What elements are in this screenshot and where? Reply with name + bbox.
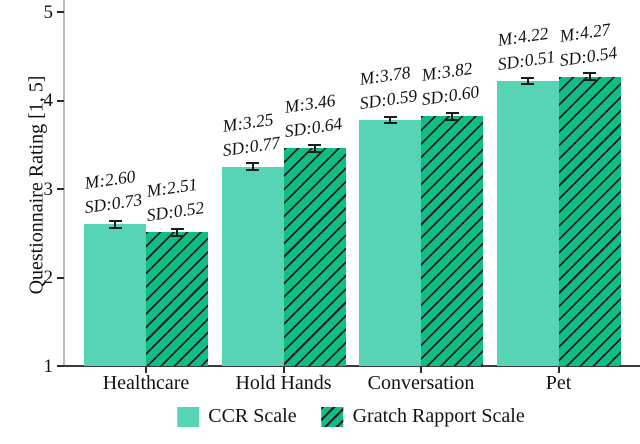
error-bar-part	[170, 234, 184, 237]
error-bar-part	[451, 112, 453, 121]
error-bar-part	[308, 150, 321, 153]
error-bar-part	[170, 227, 184, 230]
bar-ccr-scale-pet	[496, 81, 559, 366]
error-bar-part	[583, 79, 596, 82]
error-bar-ccr-scale-conversation	[383, 115, 397, 125]
value-label-gratch-rapport-scale-pet: M:4.27 SD:0.54	[554, 16, 618, 72]
legend-swatch-gratch-rapport-scale	[321, 406, 344, 427]
error-bar-part	[114, 219, 116, 229]
bar-gratch-rapport-scale-pet	[558, 76, 621, 366]
value-label-ccr-scale-healthcare: M:2.60 SD:0.73	[80, 164, 144, 220]
y-tick-label: 2	[43, 267, 54, 288]
legend: CCR Scale Gratch Rapport Scale	[177, 405, 525, 428]
error-bar-part	[108, 226, 122, 229]
error-bar-part	[246, 169, 259, 172]
bar-ccr-scale-healthcare	[84, 224, 146, 366]
error-bar-gratch-rapport-scale-conversation	[445, 112, 459, 121]
error-bar-part	[251, 162, 254, 172]
error-bar-part	[445, 112, 459, 114]
x-tick-mark	[145, 367, 147, 373]
bar-gratch-rapport-scale-healthcare	[146, 232, 208, 366]
x-tick-mark	[420, 367, 422, 373]
error-bar-ccr-scale-pet	[521, 76, 534, 86]
y-tick-label: 3	[43, 178, 54, 200]
error-bar-part	[583, 72, 596, 75]
error-bar-gratch-rapport-scale-pet	[583, 72, 596, 82]
x-tick-label: Pet	[545, 372, 572, 394]
value-label-gratch-rapport-scale-healthcare: M:2.51 SD:0.52	[142, 172, 206, 228]
y-tick-label: 5	[43, 1, 54, 23]
error-bar-part	[526, 76, 529, 86]
value-label-gratch-rapport-scale-conversation: M:3.82 SD:0.60	[417, 56, 481, 112]
error-bar-part	[521, 76, 534, 79]
value-label-ccr-scale-pet: M:4.22 SD:0.51	[492, 20, 556, 76]
error-bar-part	[383, 115, 397, 118]
error-bar-part	[588, 72, 591, 82]
x-tick-mark	[282, 367, 285, 373]
x-axis-line	[62, 365, 640, 367]
x-tick-label: Hold Hands	[235, 372, 332, 394]
error-bar-part	[308, 143, 321, 146]
error-bar-ccr-scale-healthcare	[108, 219, 122, 229]
y-tick-mark	[57, 365, 64, 367]
error-bar-part	[313, 143, 316, 153]
error-bar-part	[521, 83, 534, 86]
y-axis-line	[62, 0, 65, 366]
legend-label-ccr-scale: CCR Scale	[208, 405, 297, 427]
y-tick-mark	[57, 99, 64, 102]
x-tick-label: Conversation	[367, 372, 475, 394]
y-tick-mark	[57, 276, 64, 279]
error-bar-part	[176, 227, 178, 237]
error-bar-part	[445, 118, 459, 121]
value-label-gratch-rapport-scale-hold-hands: M:3.46 SD:0.64	[279, 88, 343, 144]
error-bar-part	[383, 122, 397, 125]
legend-swatch-ccr-scale	[177, 406, 200, 427]
value-label-ccr-scale-hold-hands: M:3.25 SD:0.77	[217, 106, 281, 162]
y-tick-label: 1	[43, 355, 54, 377]
error-bar-gratch-rapport-scale-healthcare	[170, 227, 184, 237]
error-bar-gratch-rapport-scale-hold-hands	[308, 143, 321, 153]
bar-ccr-scale-conversation	[359, 119, 421, 366]
y-tick-mark	[57, 11, 64, 13]
error-bar-part	[246, 162, 259, 165]
x-tick-mark	[557, 367, 560, 373]
bar-ccr-scale-hold-hands	[221, 166, 284, 366]
bar-gratch-rapport-scale-hold-hands	[283, 148, 346, 366]
bar-gratch-rapport-scale-conversation	[421, 116, 483, 366]
y-tick-label: 4	[43, 90, 54, 111]
error-bar-part	[389, 115, 391, 125]
error-bar-ccr-scale-hold-hands	[246, 162, 259, 172]
legend-label-gratch-rapport-scale: Gratch Rapport Scale	[352, 405, 525, 427]
y-tick-mark	[57, 188, 64, 190]
error-bar-part	[108, 219, 122, 222]
value-label-ccr-scale-conversation: M:3.78 SD:0.59	[355, 59, 419, 115]
x-tick-label: Healthcare	[102, 372, 190, 394]
